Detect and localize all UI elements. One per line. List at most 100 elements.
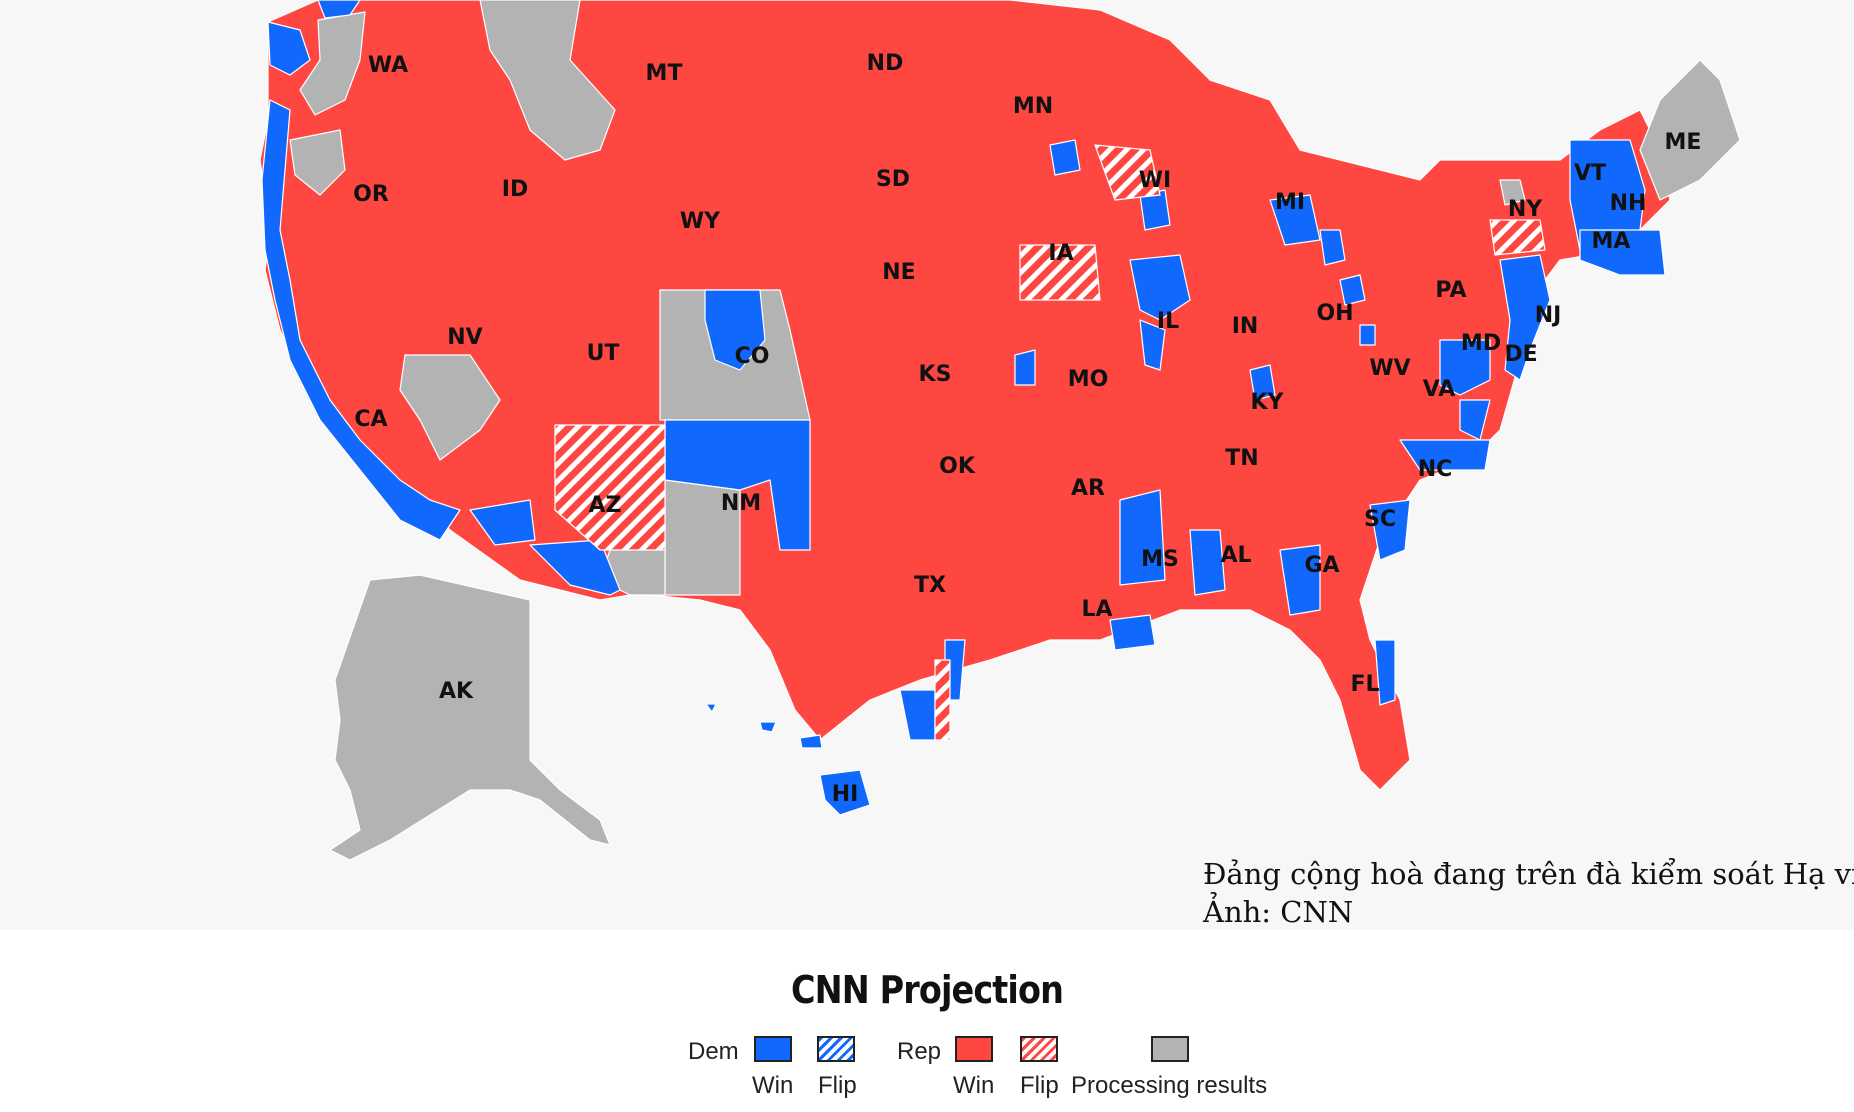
state-label-tx: TX xyxy=(914,573,946,598)
state-label-nd: ND xyxy=(867,51,904,76)
state-label-co: CO xyxy=(735,344,770,369)
wa-blue xyxy=(267,21,311,76)
state-label-de: DE xyxy=(1504,342,1537,367)
state-label-ny: NY xyxy=(1508,197,1543,222)
state-label-ma: MA xyxy=(1592,229,1631,254)
state-label-nh: NH xyxy=(1610,191,1647,216)
ohio-blue-s xyxy=(1359,324,1376,346)
legend-rep-flip-swatch xyxy=(1020,1036,1058,1062)
state-label-ne: NE xyxy=(882,260,915,285)
caption-line-1: Đảng cộng hoà đang trên đà kiểm soát Hạ … xyxy=(1203,857,1854,891)
fl-blue xyxy=(1374,639,1396,706)
ky-blue xyxy=(1249,364,1276,401)
state-label-me: ME xyxy=(1665,130,1702,155)
state-label-wy: WY xyxy=(680,209,721,234)
hawaii-3 xyxy=(799,734,823,749)
photo-caption: Đảng cộng hoà đang trên đà kiểm soát Hạ … xyxy=(1203,855,1854,931)
nv-gray xyxy=(399,354,501,461)
state-label-ks: KS xyxy=(919,362,952,387)
state-label-id: ID xyxy=(502,177,528,202)
ga-blue xyxy=(1279,544,1321,616)
mi-blue xyxy=(1269,194,1321,246)
legend-rep-win-label: Win xyxy=(953,1072,995,1099)
state-label-ok: OK xyxy=(939,454,976,479)
sc-blue xyxy=(1369,499,1411,561)
state-label-hi: HI xyxy=(832,782,859,807)
state-label-il: IL xyxy=(1157,309,1179,334)
legend-dem-win-label: Win xyxy=(752,1072,794,1099)
caption-line-2: Ảnh: CNN xyxy=(1203,895,1354,929)
state-label-nm: NM xyxy=(721,491,761,516)
state-label-mt: MT xyxy=(646,61,683,86)
ma-blue xyxy=(1579,229,1666,276)
state-label-fl: FL xyxy=(1350,672,1379,697)
state-label-ca: CA xyxy=(354,407,387,432)
tx-blue-1 xyxy=(899,689,936,741)
ia-flip xyxy=(1019,244,1101,301)
hawaii-2 xyxy=(759,721,777,733)
oh-blue xyxy=(1339,274,1366,306)
az-flip xyxy=(554,424,666,551)
or-gray xyxy=(289,129,346,196)
state-label-ga: GA xyxy=(1304,553,1339,578)
wa-blue-ne xyxy=(317,0,361,19)
state-label-mi: MI xyxy=(1275,190,1305,215)
state-label-az: AZ xyxy=(589,493,622,518)
state-label-ky: KY xyxy=(1251,390,1285,415)
state-label-mo: MO xyxy=(1068,367,1109,392)
hawaii-4 xyxy=(819,769,871,816)
legend-rep-win-swatch xyxy=(955,1036,993,1062)
state-label-in: IN xyxy=(1232,314,1259,339)
state-label-md: MD xyxy=(1461,331,1501,356)
ny-flip xyxy=(1489,219,1546,256)
al-blue xyxy=(1189,529,1226,596)
state-label-sc: SC xyxy=(1364,507,1396,532)
state-label-ak: AK xyxy=(439,679,474,704)
state-label-nj: NJ xyxy=(1535,303,1562,328)
state-label-va: VA xyxy=(1423,377,1456,402)
state-label-sd: SD xyxy=(876,167,910,192)
nm-blue xyxy=(664,419,811,551)
ks-blue xyxy=(1014,349,1036,386)
map-svg: WA MT ND MN ME OR ID SD WI VT NY NH MI WY MA IA NE PA NJ IN… xyxy=(259,0,1741,861)
legend-panel: CNN Projection Dem Rep Win Flip Win Flip… xyxy=(0,930,1854,1112)
id-gray xyxy=(479,0,616,161)
wi-flip xyxy=(1094,144,1161,201)
legend-rep-flip-label: Flip xyxy=(1020,1072,1059,1099)
mi-blue-e xyxy=(1319,229,1346,266)
az-blue xyxy=(529,539,621,596)
state-label-al: AL xyxy=(1220,543,1251,568)
state-label-tn: TN xyxy=(1225,446,1258,471)
mn-blue xyxy=(1049,139,1081,176)
state-label-nv: NV xyxy=(447,325,482,350)
state-label-ar: AR xyxy=(1071,476,1105,501)
co-blue xyxy=(704,289,766,371)
ny-nj-blue xyxy=(1499,254,1551,381)
legend-dem-flip-label: Flip xyxy=(818,1072,857,1099)
ms-blue xyxy=(1119,489,1166,586)
nc-blue xyxy=(1399,439,1491,471)
hawaii-1 xyxy=(705,703,717,713)
state-label-ia: IA xyxy=(1048,241,1073,266)
legend-processing-label: Processing results xyxy=(1071,1072,1268,1099)
state-label-wv: WV xyxy=(1369,356,1410,381)
alaska xyxy=(329,574,611,861)
state-label-la: LA xyxy=(1081,597,1112,622)
la-blue-s xyxy=(1109,614,1156,651)
legend-dem-flip-swatch xyxy=(817,1036,855,1062)
legend-processing-swatch xyxy=(1151,1036,1189,1062)
legend-dem-win-swatch xyxy=(754,1036,792,1062)
state-label-wa: WA xyxy=(368,53,408,78)
state-label-ms: MS xyxy=(1141,547,1179,572)
il-blue-s xyxy=(1139,319,1166,371)
state-label-oh: OH xyxy=(1316,301,1353,326)
md-va-blue xyxy=(1439,339,1491,396)
legend-rep-label: Rep xyxy=(897,1038,942,1065)
la-blue xyxy=(469,499,536,546)
il-blue xyxy=(1129,254,1191,321)
legend-dem-label: Dem xyxy=(688,1038,739,1065)
wa-gray xyxy=(299,11,366,116)
state-label-mn: MN xyxy=(1013,94,1053,119)
state-label-or: OR xyxy=(353,182,389,207)
me-gray xyxy=(1639,59,1741,201)
